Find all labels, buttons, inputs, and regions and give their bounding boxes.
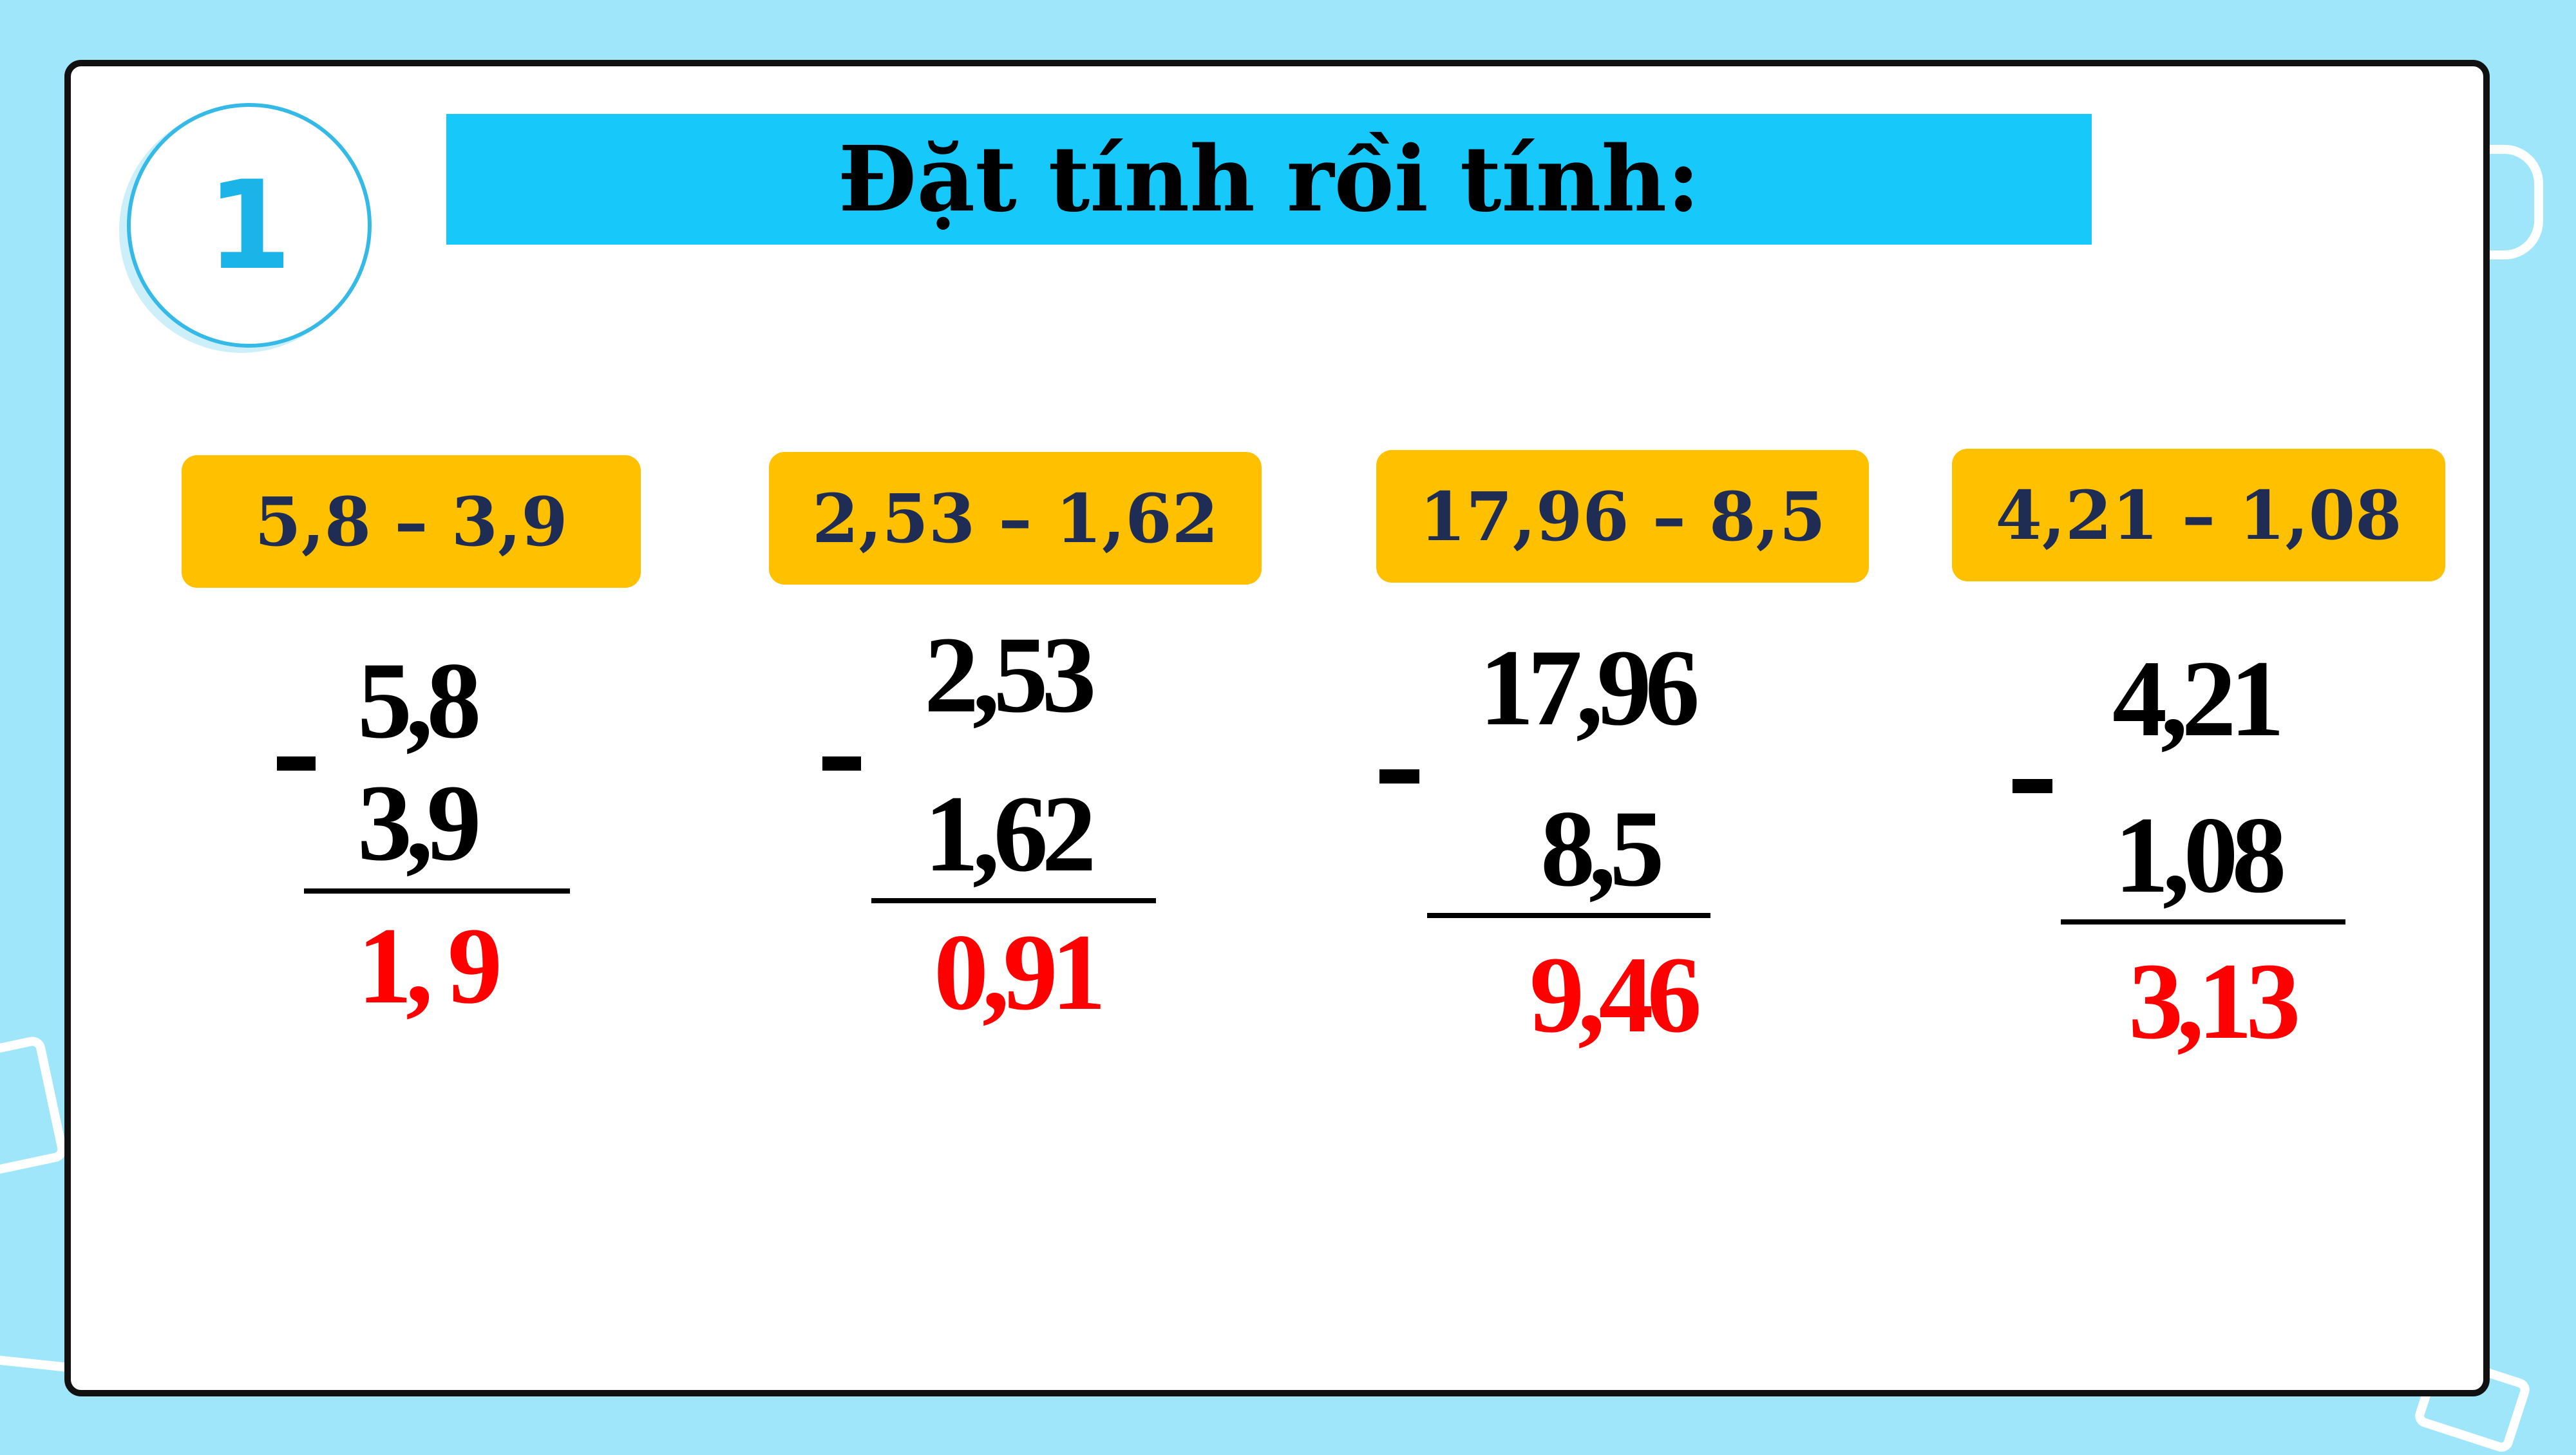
minus-sign-3 [1379, 769, 1419, 784]
result-rule-4 [2061, 919, 2345, 925]
expression-label-4: 4,21 – 1,08 [1952, 449, 2445, 581]
expression-label-2: 2,53 – 1,62 [769, 452, 1262, 585]
minuend-2: 2,53 [924, 614, 1096, 735]
minuend-3: 17,96 [1479, 627, 1700, 748]
minuend-4: 4,21 [2112, 638, 2284, 759]
result-rule-1 [304, 888, 570, 894]
minuend-1: 5,8 [357, 640, 481, 761]
result-rule-3 [1427, 913, 1710, 918]
minus-sign-4 [2012, 779, 2052, 793]
result-2: 0,91 [934, 912, 1106, 1033]
exercise-number-badge: 1 [127, 103, 372, 348]
result-1: 1, 9 [357, 905, 502, 1026]
slide-card [64, 60, 2490, 1396]
minus-sign-1 [277, 756, 316, 771]
subtrahend-2: 1,62 [924, 773, 1096, 894]
decorative-outline-shape [2483, 145, 2543, 259]
subtrahend-3: 8,5 [1540, 788, 1664, 909]
minus-sign-2 [822, 756, 861, 771]
result-4: 3,13 [2128, 941, 2300, 1062]
subtrahend-1: 3,9 [357, 762, 481, 883]
result-3: 9,46 [1530, 934, 1701, 1055]
page-title: Đặt tính rồi tính: [446, 114, 2092, 245]
subtrahend-4: 1,08 [2114, 794, 2286, 915]
expression-label-1: 5,8 – 3,9 [182, 455, 641, 588]
decorative-outline-shape [0, 1034, 69, 1179]
result-rule-2 [871, 898, 1156, 903]
expression-label-3: 17,96 – 8,5 [1376, 450, 1869, 583]
